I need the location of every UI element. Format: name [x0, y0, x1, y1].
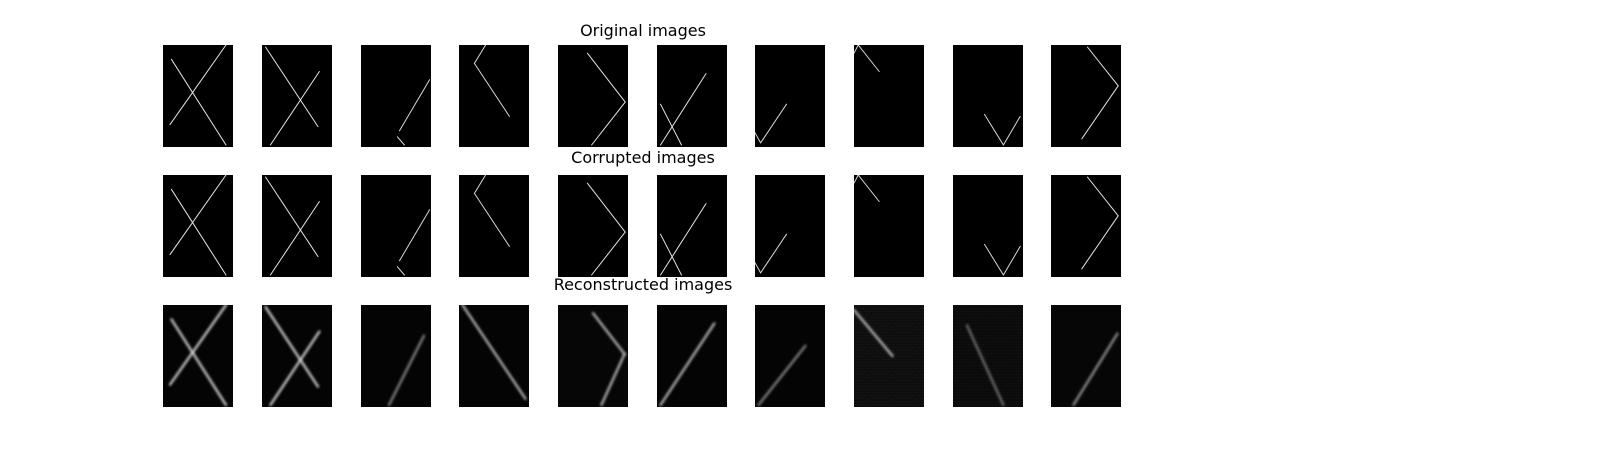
image-corrupted-3	[361, 175, 431, 277]
stroke-line	[461, 305, 527, 400]
stroke-line	[1002, 115, 1021, 146]
stroke-line	[269, 330, 321, 407]
stroke-line	[387, 334, 426, 407]
stroke-line	[591, 231, 626, 276]
row-title-original: Original images	[580, 21, 706, 40]
stroke-line	[586, 182, 626, 233]
stroke-line	[269, 71, 320, 146]
image-reconstructed-7	[755, 305, 825, 407]
image-original-5	[558, 45, 628, 147]
stroke-line	[586, 52, 626, 103]
image-original-8	[854, 45, 924, 147]
image-original-7	[755, 45, 825, 147]
image-reconstructed-9	[953, 305, 1023, 407]
image-reconstructed-2	[262, 305, 332, 407]
stroke-line	[169, 45, 227, 126]
stroke-line	[264, 305, 320, 388]
stroke-line	[854, 45, 859, 54]
stroke-line	[170, 58, 227, 146]
image-corrupted-8	[854, 175, 924, 277]
stroke-line	[399, 79, 431, 132]
image-original-10	[1051, 45, 1121, 147]
image-corrupted-5	[558, 175, 628, 277]
stroke-line	[473, 45, 487, 64]
image-reconstructed-8	[854, 305, 924, 407]
stroke-line	[984, 113, 1004, 146]
stroke-line	[660, 203, 707, 276]
image-reconstructed-1	[163, 305, 233, 407]
image-corrupted-2	[262, 175, 332, 277]
stroke-line	[659, 322, 716, 407]
stroke-line	[168, 305, 228, 386]
image-reconstructed-10	[1051, 305, 1121, 407]
stroke-line	[760, 103, 787, 144]
stroke-line	[854, 175, 859, 184]
stroke-line	[399, 209, 431, 262]
stroke-line	[965, 324, 1005, 407]
image-reconstructed-6	[657, 305, 727, 407]
image-corrupted-7	[755, 175, 825, 277]
stroke-line	[396, 136, 405, 146]
image-original-6	[657, 45, 727, 147]
stroke-line	[591, 312, 626, 356]
stroke-line	[600, 352, 626, 407]
image-original-1	[163, 45, 233, 147]
stroke-line	[660, 233, 682, 276]
stroke-line	[170, 318, 228, 407]
stroke-line	[1081, 85, 1119, 140]
stroke-line	[396, 266, 405, 276]
stroke-line	[1002, 245, 1021, 276]
stroke-line	[269, 201, 320, 276]
stroke-line	[473, 175, 487, 194]
image-corrupted-10	[1051, 175, 1121, 277]
stroke-line	[265, 176, 319, 258]
image-original-4	[459, 45, 529, 147]
stroke-line	[755, 132, 762, 144]
stroke-line	[760, 233, 787, 274]
stroke-line	[265, 46, 319, 128]
stroke-line	[660, 103, 682, 146]
stroke-line	[660, 73, 707, 146]
stroke-line	[473, 192, 510, 247]
stroke-line	[984, 243, 1004, 276]
stroke-line	[1081, 215, 1119, 270]
stroke-line	[857, 175, 880, 202]
image-corrupted-9	[953, 175, 1023, 277]
stroke-line	[757, 344, 807, 407]
stroke-line	[170, 188, 227, 276]
image-original-9	[953, 45, 1023, 147]
image-reconstructed-5	[558, 305, 628, 407]
image-corrupted-4	[459, 175, 529, 277]
image-original-3	[361, 45, 431, 147]
image-reconstructed-3	[361, 305, 431, 407]
row-title-reconstructed: Reconstructed images	[553, 275, 733, 294]
stroke-line	[857, 45, 880, 72]
image-corrupted-1	[163, 175, 233, 277]
image-corrupted-6	[657, 175, 727, 277]
row-title-corrupted: Corrupted images	[571, 148, 715, 167]
stroke-line	[473, 62, 510, 117]
stroke-line	[854, 308, 894, 358]
image-original-2	[262, 45, 332, 147]
image-reconstructed-4	[459, 305, 529, 407]
stroke-line	[169, 175, 227, 256]
stroke-line	[591, 101, 626, 146]
stroke-line	[1072, 332, 1119, 407]
stroke-line	[1086, 46, 1119, 87]
stroke-line	[1086, 176, 1119, 217]
stroke-line	[755, 262, 762, 274]
